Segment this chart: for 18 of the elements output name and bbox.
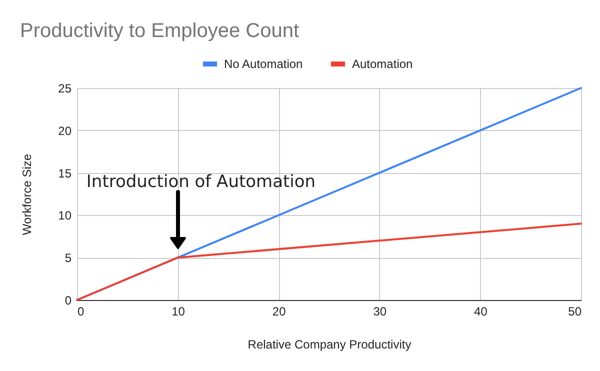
- legend-label: Automation: [352, 57, 413, 71]
- x-axis-title: Relative Company Productivity: [248, 338, 412, 352]
- x-tick-label: 20: [272, 304, 286, 318]
- legend-label: No Automation: [224, 57, 303, 71]
- x-tick-label: 10: [172, 304, 186, 318]
- x-tick-label: 30: [373, 304, 387, 318]
- y-tick-label: 15: [58, 166, 72, 180]
- y-tick-label: 20: [58, 124, 72, 138]
- x-tick-label: 50: [568, 304, 582, 318]
- annotation: Introduction of Automation: [86, 172, 316, 192]
- x-tick-label: 40: [474, 304, 488, 318]
- y-tick-label: 10: [58, 208, 72, 223]
- y-tick-label: 25: [58, 82, 72, 96]
- y-tick-label: 5: [64, 251, 72, 266]
- x-tick-label: 0: [78, 304, 84, 318]
- y-axis-title: Workforce Size: [20, 154, 34, 236]
- y-tick-label: 0: [64, 294, 72, 308]
- chart-title: Productivity to Employee Count: [20, 20, 300, 42]
